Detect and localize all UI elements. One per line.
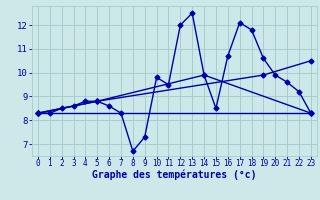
X-axis label: Graphe des températures (°c): Graphe des températures (°c) (92, 169, 257, 180)
